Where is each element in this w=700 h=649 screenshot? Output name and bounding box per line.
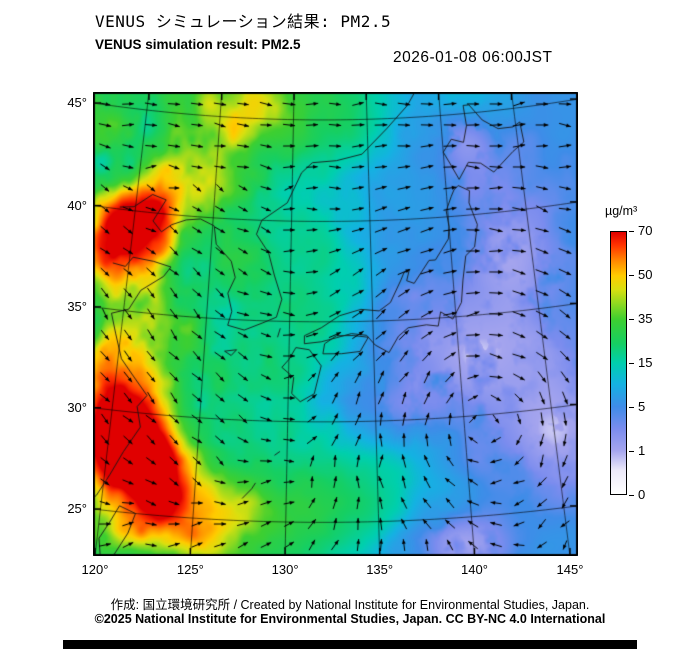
colorbar-tick-mark — [629, 406, 634, 408]
lat-tick-label: 25° — [67, 501, 87, 516]
colorbar-tick-label: 0 — [638, 487, 646, 502]
colorbar-tick-mark — [629, 318, 634, 320]
footer-credit: 作成: 国立環境研究所 / Created by National Instit… — [110, 598, 590, 612]
colorbar-tick-label: 15 — [638, 355, 653, 370]
lon-tick-label: 130° — [271, 562, 299, 577]
lon-tick-label: 145° — [556, 562, 584, 577]
page-title-japanese: VENUS シミュレーション結果: PM2.5 — [95, 12, 392, 31]
colorbar-tick-mark — [629, 494, 634, 496]
colorbar-gradient — [610, 231, 627, 495]
bottom-bar — [63, 640, 637, 649]
map-area: 120° 125° 130° 135° 140° 145° 45° 40° 35° 30° 25° — [67, 92, 583, 577]
forecast-datetime: 2026-01-08 06:00JST — [393, 49, 553, 66]
colorbar-tick-mark — [629, 362, 634, 364]
colorbar: µg/m³ 70 50 35 15 5 1 0 — [605, 204, 670, 502]
lat-tick-label: 35° — [67, 298, 87, 314]
lat-tick-label: 30° — [67, 399, 87, 415]
colorbar-tick-label: 70 — [638, 223, 653, 238]
lon-tick-label: 140° — [461, 562, 488, 577]
lon-tick-label: 135° — [366, 562, 394, 577]
lon-tick-label: 125° — [176, 562, 204, 577]
colorbar-tick-mark — [629, 274, 634, 276]
colorbar-tick-mark — [629, 230, 634, 232]
colorbar-unit-label: µg/m³ — [605, 204, 638, 218]
colorbar-tick-label: 35 — [638, 311, 653, 326]
colorbar-tick-mark — [629, 450, 634, 452]
lat-tick-label: 45° — [67, 95, 87, 110]
colorbar-tick-label: 1 — [638, 443, 646, 458]
colorbar-tick-label: 5 — [638, 399, 646, 414]
colorbar-tick-label: 50 — [638, 267, 653, 282]
lon-tick-label: 120° — [81, 562, 109, 577]
page-title-english: VENUS simulation result: PM2.5 — [95, 37, 301, 52]
footer-license: ©2025 National Institute for Environment… — [94, 612, 606, 626]
lat-tick-label: 40° — [67, 197, 87, 213]
pm25-map-canvas — [93, 92, 578, 556]
